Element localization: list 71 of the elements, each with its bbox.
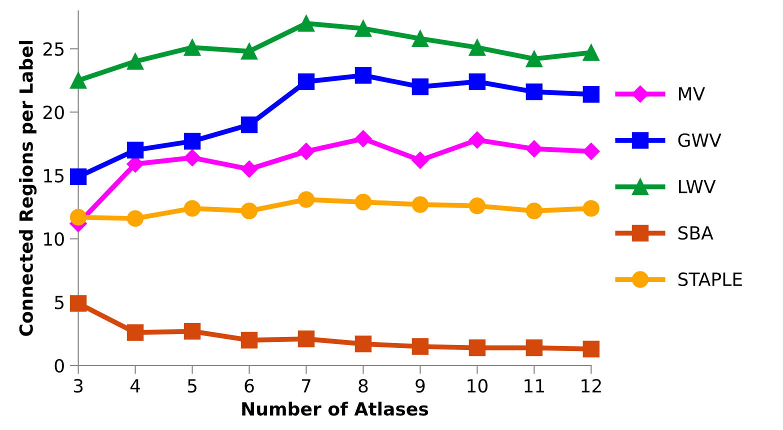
x-tick-label: 12: [582, 379, 601, 392]
y-axis-title: Connected Regions per Label: [18, 40, 37, 336]
point: [582, 200, 600, 217]
legend-label: GWV: [678, 133, 722, 147]
x-tick-label: 8: [358, 379, 368, 393]
point: [354, 194, 372, 210]
point: [354, 67, 372, 84]
point: [468, 339, 486, 356]
point: [468, 198, 486, 214]
x-tick-label: 10: [468, 379, 488, 393]
point: [412, 196, 429, 213]
point: [240, 160, 258, 178]
y-tick-label: 20: [43, 106, 64, 120]
point: [240, 332, 258, 348]
point: [70, 295, 87, 312]
point: [126, 142, 144, 158]
legend-label: SBA: [678, 226, 714, 240]
point: [298, 142, 315, 160]
point: [184, 132, 201, 150]
point: [354, 130, 372, 148]
point: [126, 324, 144, 341]
x-tick-label: 3: [74, 379, 83, 393]
x-tick-label: 5: [188, 379, 196, 393]
point: [184, 39, 201, 56]
point: [126, 210, 144, 227]
point: [412, 152, 429, 169]
point: [526, 202, 543, 220]
x-tick-label: 7: [302, 379, 310, 392]
point: [298, 330, 315, 348]
point: [70, 208, 87, 226]
point: [240, 116, 258, 134]
point: [184, 149, 201, 166]
point: [70, 168, 87, 186]
point: [354, 336, 372, 352]
point: [526, 84, 543, 100]
point: [412, 338, 429, 355]
y-tick-label: 5: [55, 296, 64, 310]
point: [184, 322, 201, 340]
legend-label: LWV: [679, 180, 716, 194]
point: [468, 131, 486, 149]
point: [526, 140, 543, 158]
point: [298, 73, 315, 90]
y-tick-label: 25: [43, 42, 64, 56]
point: [468, 73, 486, 90]
point: [354, 20, 372, 37]
point: [298, 191, 315, 208]
point: [582, 340, 600, 358]
legend-label: STAPLE: [678, 272, 742, 286]
point: [240, 202, 258, 220]
y-tick-label: 15: [44, 169, 64, 183]
point: [468, 39, 486, 56]
point: [412, 78, 429, 96]
point: [240, 42, 258, 60]
point: [70, 72, 87, 89]
x-tick-label: 9: [416, 379, 425, 393]
x-tick-label: 4: [130, 379, 140, 392]
point: [412, 30, 429, 47]
point: [582, 142, 600, 160]
point: [582, 44, 600, 61]
point: [184, 200, 201, 217]
y-tick-label: 10: [44, 232, 64, 246]
point: [526, 339, 543, 356]
x-tick-label: 6: [244, 379, 254, 393]
point: [526, 50, 543, 68]
x-axis-title: Number of Atlases: [242, 402, 428, 416]
x-tick-label: 11: [524, 379, 544, 392]
legend-label: MV: [679, 87, 706, 100]
point: [582, 86, 600, 103]
point: [298, 15, 315, 32]
point: [126, 53, 144, 70]
y-tick-label: 0: [54, 358, 64, 373]
